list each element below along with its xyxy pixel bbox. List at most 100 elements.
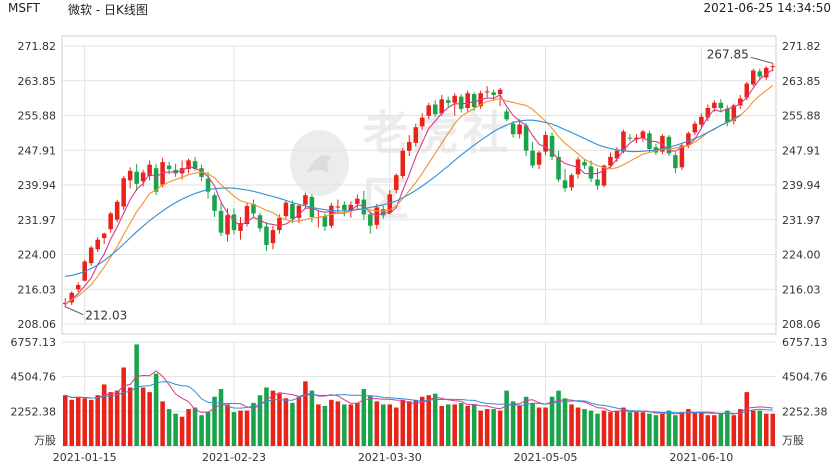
volume-bar bbox=[653, 415, 659, 446]
candle bbox=[614, 150, 620, 159]
candle bbox=[69, 292, 75, 303]
candle bbox=[751, 70, 756, 85]
candle bbox=[757, 71, 763, 77]
volume-bar bbox=[731, 415, 737, 446]
candle bbox=[121, 178, 126, 207]
candle bbox=[562, 180, 568, 189]
candle bbox=[569, 175, 574, 188]
candle bbox=[556, 156, 561, 180]
chart-subtitle: 微软 - 日K线图 bbox=[68, 3, 148, 17]
candle bbox=[101, 233, 107, 238]
candle bbox=[536, 152, 542, 165]
price-tick-label-left: 255.88 bbox=[18, 110, 57, 123]
volume-bar bbox=[686, 409, 691, 446]
candle bbox=[426, 105, 432, 116]
candle bbox=[114, 201, 120, 220]
volume-bar bbox=[69, 399, 75, 446]
price-tick-label-left: 231.97 bbox=[18, 214, 57, 227]
low-price-annotation: 212.03 bbox=[85, 309, 127, 323]
candle bbox=[504, 111, 509, 120]
volume-bar bbox=[303, 381, 308, 446]
candle bbox=[458, 96, 464, 109]
candle bbox=[277, 217, 282, 231]
volume-bar bbox=[621, 407, 626, 446]
candle bbox=[439, 99, 444, 114]
candle bbox=[465, 93, 470, 109]
volume-bar bbox=[355, 402, 360, 446]
volume-bar bbox=[634, 412, 639, 446]
volume-bar bbox=[647, 413, 652, 446]
candle bbox=[134, 171, 139, 184]
candle bbox=[699, 116, 704, 125]
price-tick-label-left: 224.00 bbox=[18, 249, 57, 262]
volume-bar bbox=[368, 395, 373, 446]
candle bbox=[601, 165, 607, 186]
candle bbox=[257, 215, 263, 229]
volume-bar bbox=[277, 393, 282, 446]
volume-bar bbox=[445, 404, 451, 446]
volume-bar bbox=[673, 415, 678, 446]
candle bbox=[718, 102, 724, 109]
candle bbox=[770, 66, 776, 68]
volume-tick-label-left: 2252.38 bbox=[11, 405, 57, 418]
volume-bar bbox=[725, 410, 730, 446]
price-tick-label-right: 216.03 bbox=[782, 283, 821, 296]
volume-bar bbox=[160, 401, 165, 446]
date-tick-label: 2021-03-30 bbox=[358, 451, 422, 464]
volume-bar bbox=[212, 396, 217, 446]
volume-bar bbox=[608, 412, 613, 446]
candle bbox=[738, 98, 743, 106]
candle bbox=[303, 195, 308, 205]
volume-bar bbox=[712, 415, 717, 446]
candle bbox=[205, 178, 211, 192]
volume-bar bbox=[478, 410, 483, 446]
volume-tick-label-right: 4504.76 bbox=[782, 371, 828, 384]
volume-bar bbox=[569, 404, 574, 446]
volume-bar bbox=[705, 415, 711, 446]
volume-bar bbox=[121, 367, 126, 446]
candle bbox=[491, 92, 496, 95]
volume-bar bbox=[699, 412, 704, 446]
volume-bar bbox=[510, 401, 516, 446]
candle bbox=[582, 162, 587, 166]
candle bbox=[264, 226, 269, 245]
annotation-leader bbox=[750, 56, 773, 64]
volume-bar bbox=[504, 390, 509, 446]
candle bbox=[329, 205, 334, 226]
volume-bar bbox=[562, 398, 568, 446]
volume-unit-label-right: 万股 bbox=[782, 434, 804, 447]
candle bbox=[218, 210, 224, 233]
candle bbox=[231, 214, 237, 231]
candle bbox=[348, 204, 354, 211]
candle bbox=[406, 142, 412, 151]
volume-bar bbox=[205, 412, 211, 446]
volume-bar bbox=[153, 373, 159, 446]
candle bbox=[413, 127, 419, 143]
volume-bar bbox=[582, 409, 587, 446]
volume-bar bbox=[718, 413, 724, 446]
candle bbox=[244, 206, 250, 224]
volume-bar bbox=[530, 402, 535, 446]
volume-bar bbox=[419, 396, 425, 446]
candle bbox=[621, 131, 626, 152]
volume-bar bbox=[108, 392, 113, 446]
candle bbox=[543, 135, 548, 152]
price-ma-line-ma10 bbox=[64, 84, 774, 305]
candle bbox=[725, 108, 730, 122]
candle bbox=[251, 203, 256, 214]
price-tick-label-right: 208.06 bbox=[782, 318, 821, 331]
candle bbox=[296, 205, 302, 218]
volume-tick-label-right: 6757.13 bbox=[782, 336, 828, 349]
volume-bar bbox=[627, 412, 633, 446]
price-tick-label-left: 239.94 bbox=[18, 179, 57, 192]
volume-bar bbox=[114, 390, 120, 446]
candle bbox=[186, 160, 191, 170]
volume-bar bbox=[173, 413, 178, 446]
candle bbox=[225, 215, 230, 235]
volume-bar bbox=[394, 407, 399, 446]
volume-bar bbox=[523, 396, 529, 446]
volume-bar bbox=[238, 410, 243, 446]
candle bbox=[679, 145, 685, 168]
volume-bar bbox=[192, 407, 198, 446]
candle bbox=[497, 89, 503, 95]
